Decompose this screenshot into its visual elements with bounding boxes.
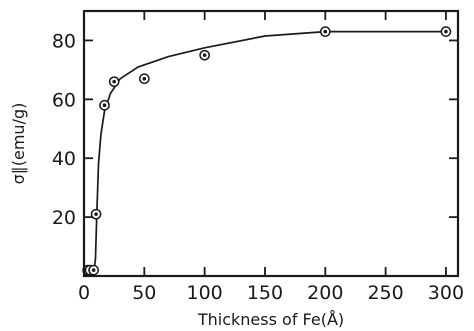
data-point — [108, 76, 120, 88]
data-point — [138, 73, 150, 85]
data-point-dot — [91, 268, 96, 272]
x-tick-label-150: 150 — [247, 282, 283, 304]
data-point — [99, 99, 110, 111]
x-tick-label-200: 200 — [307, 282, 343, 304]
data-point — [90, 208, 102, 220]
x-tick-label-100: 100 — [187, 282, 223, 304]
x-tick-label-0: 0 — [78, 282, 90, 304]
x-tick-label-250: 250 — [367, 282, 403, 304]
fit-curve — [83, 30, 446, 276]
y-axis-label: σ∥(emu/g) — [9, 103, 28, 185]
y-tick-label-20: 20 — [52, 207, 76, 229]
tick-labels: 0 50 100 150 200 250 300 20 40 60 80 — [52, 30, 464, 304]
data-point — [440, 26, 452, 37]
x-tick-label-300: 300 — [428, 282, 464, 304]
data-point — [199, 49, 210, 61]
x-axis-label: Thickness of Fe(Å) — [197, 310, 344, 329]
y-tick-label-40: 40 — [52, 148, 76, 170]
data-point-dot — [94, 212, 98, 216]
data-point — [319, 26, 331, 37]
x-tick-label-50: 50 — [132, 282, 156, 304]
y-tick-label-60: 60 — [52, 89, 76, 111]
data-point-dot — [142, 76, 147, 81]
data-points — [82, 26, 452, 276]
axis-ticks — [83, 11, 458, 276]
y-tick-label-80: 80 — [52, 30, 76, 52]
data-point-dot — [112, 79, 116, 84]
data-point — [88, 264, 100, 276]
data-point-dot — [102, 103, 107, 108]
data-point-dot — [323, 29, 328, 34]
data-point-dot — [444, 29, 448, 34]
data-point-dot — [202, 53, 207, 57]
plot-frame — [82, 9, 460, 278]
